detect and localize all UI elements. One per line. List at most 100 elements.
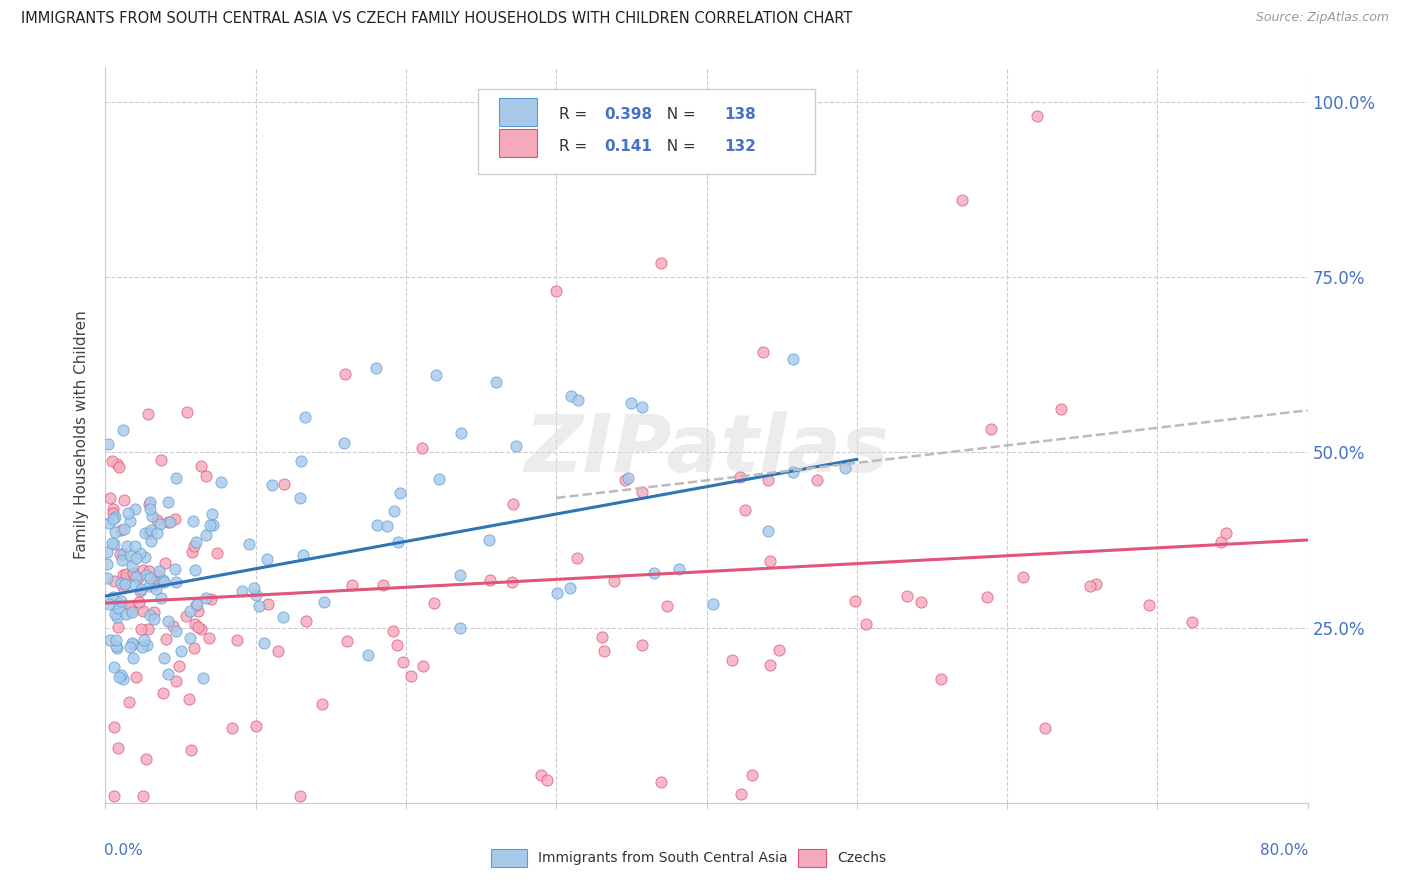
Point: [131, 640, 153, 654]
Point: [292, 549, 315, 563]
Point: [149, 452, 172, 467]
Point: [125, 551, 148, 566]
Point: [138, 497, 160, 511]
Point: [145, 582, 167, 597]
Point: [143, 578, 166, 592]
Point: [226, 633, 249, 648]
Point: [288, 789, 311, 803]
Point: [101, 454, 124, 468]
Point: [382, 504, 405, 518]
Point: [721, 653, 744, 667]
Point: [134, 525, 156, 540]
Point: [273, 477, 295, 491]
Point: [176, 404, 198, 418]
Point: [209, 475, 232, 489]
Point: [536, 772, 558, 787]
Point: [1209, 535, 1232, 549]
Point: [174, 609, 197, 624]
FancyBboxPatch shape: [478, 89, 814, 174]
Point: [165, 674, 187, 689]
Point: [782, 465, 804, 479]
Point: [643, 566, 665, 581]
Point: [105, 633, 128, 648]
Text: 0.398: 0.398: [605, 107, 652, 122]
Point: [107, 610, 129, 624]
Point: [148, 564, 170, 578]
Point: [96, 558, 118, 572]
Point: [650, 774, 672, 789]
Point: [558, 581, 581, 595]
Point: [183, 563, 205, 577]
Point: [200, 591, 222, 606]
Point: [96, 571, 118, 585]
Point: [184, 598, 207, 612]
Point: [115, 539, 138, 553]
Point: [449, 621, 471, 635]
Point: [100, 632, 122, 647]
Point: [107, 601, 129, 615]
Point: [730, 470, 752, 484]
Point: [759, 657, 782, 672]
Point: [138, 570, 160, 584]
Point: [129, 582, 152, 596]
Point: [165, 624, 187, 639]
Point: [759, 554, 782, 568]
Point: [387, 535, 409, 549]
Point: [247, 599, 270, 613]
Point: [896, 590, 918, 604]
Point: [97, 516, 120, 530]
Point: [382, 624, 405, 639]
Point: [702, 597, 724, 611]
Point: [152, 686, 174, 700]
Point: [100, 535, 122, 549]
Point: [139, 607, 162, 622]
Point: [752, 345, 775, 359]
Point: [592, 630, 614, 644]
Point: [190, 459, 212, 474]
Point: [167, 659, 190, 673]
Point: [910, 595, 932, 609]
Point: [121, 558, 143, 573]
Point: [194, 469, 217, 483]
Point: [141, 523, 163, 537]
Point: [179, 631, 201, 645]
Point: [657, 599, 679, 613]
Point: [111, 547, 134, 561]
Point: [107, 596, 129, 610]
Point: [1085, 577, 1108, 591]
Point: [273, 610, 295, 624]
Point: [139, 501, 162, 516]
Point: [741, 768, 763, 782]
Point: [107, 741, 129, 756]
Point: [546, 284, 568, 298]
Point: [136, 623, 159, 637]
Text: Czechs: Czechs: [838, 851, 886, 865]
Point: [195, 591, 218, 605]
Point: [385, 638, 408, 652]
Text: 132: 132: [724, 139, 756, 154]
Point: [120, 602, 142, 616]
Point: [104, 607, 127, 621]
Point: [141, 508, 163, 523]
Point: [267, 643, 290, 657]
Point: [118, 599, 141, 614]
Point: [128, 595, 150, 609]
Point: [112, 522, 135, 536]
Point: [756, 524, 779, 538]
Point: [101, 512, 124, 526]
Point: [129, 622, 152, 636]
Point: [193, 671, 215, 685]
Text: IMMIGRANTS FROM SOUTH CENTRAL ASIA VS CZECH FAMILY HOUSEHOLDS WITH CHILDREN CORR: IMMIGRANTS FROM SOUTH CENTRAL ASIA VS CZ…: [21, 11, 852, 26]
Point: [593, 644, 616, 658]
Point: [115, 607, 138, 621]
Point: [145, 513, 167, 527]
Point: [142, 605, 165, 619]
Point: [149, 516, 172, 531]
Point: [422, 596, 444, 610]
Point: [782, 352, 804, 367]
Point: [105, 458, 128, 472]
Point: [1078, 579, 1101, 593]
Point: [238, 537, 260, 551]
Point: [112, 568, 135, 582]
Point: [110, 667, 132, 681]
